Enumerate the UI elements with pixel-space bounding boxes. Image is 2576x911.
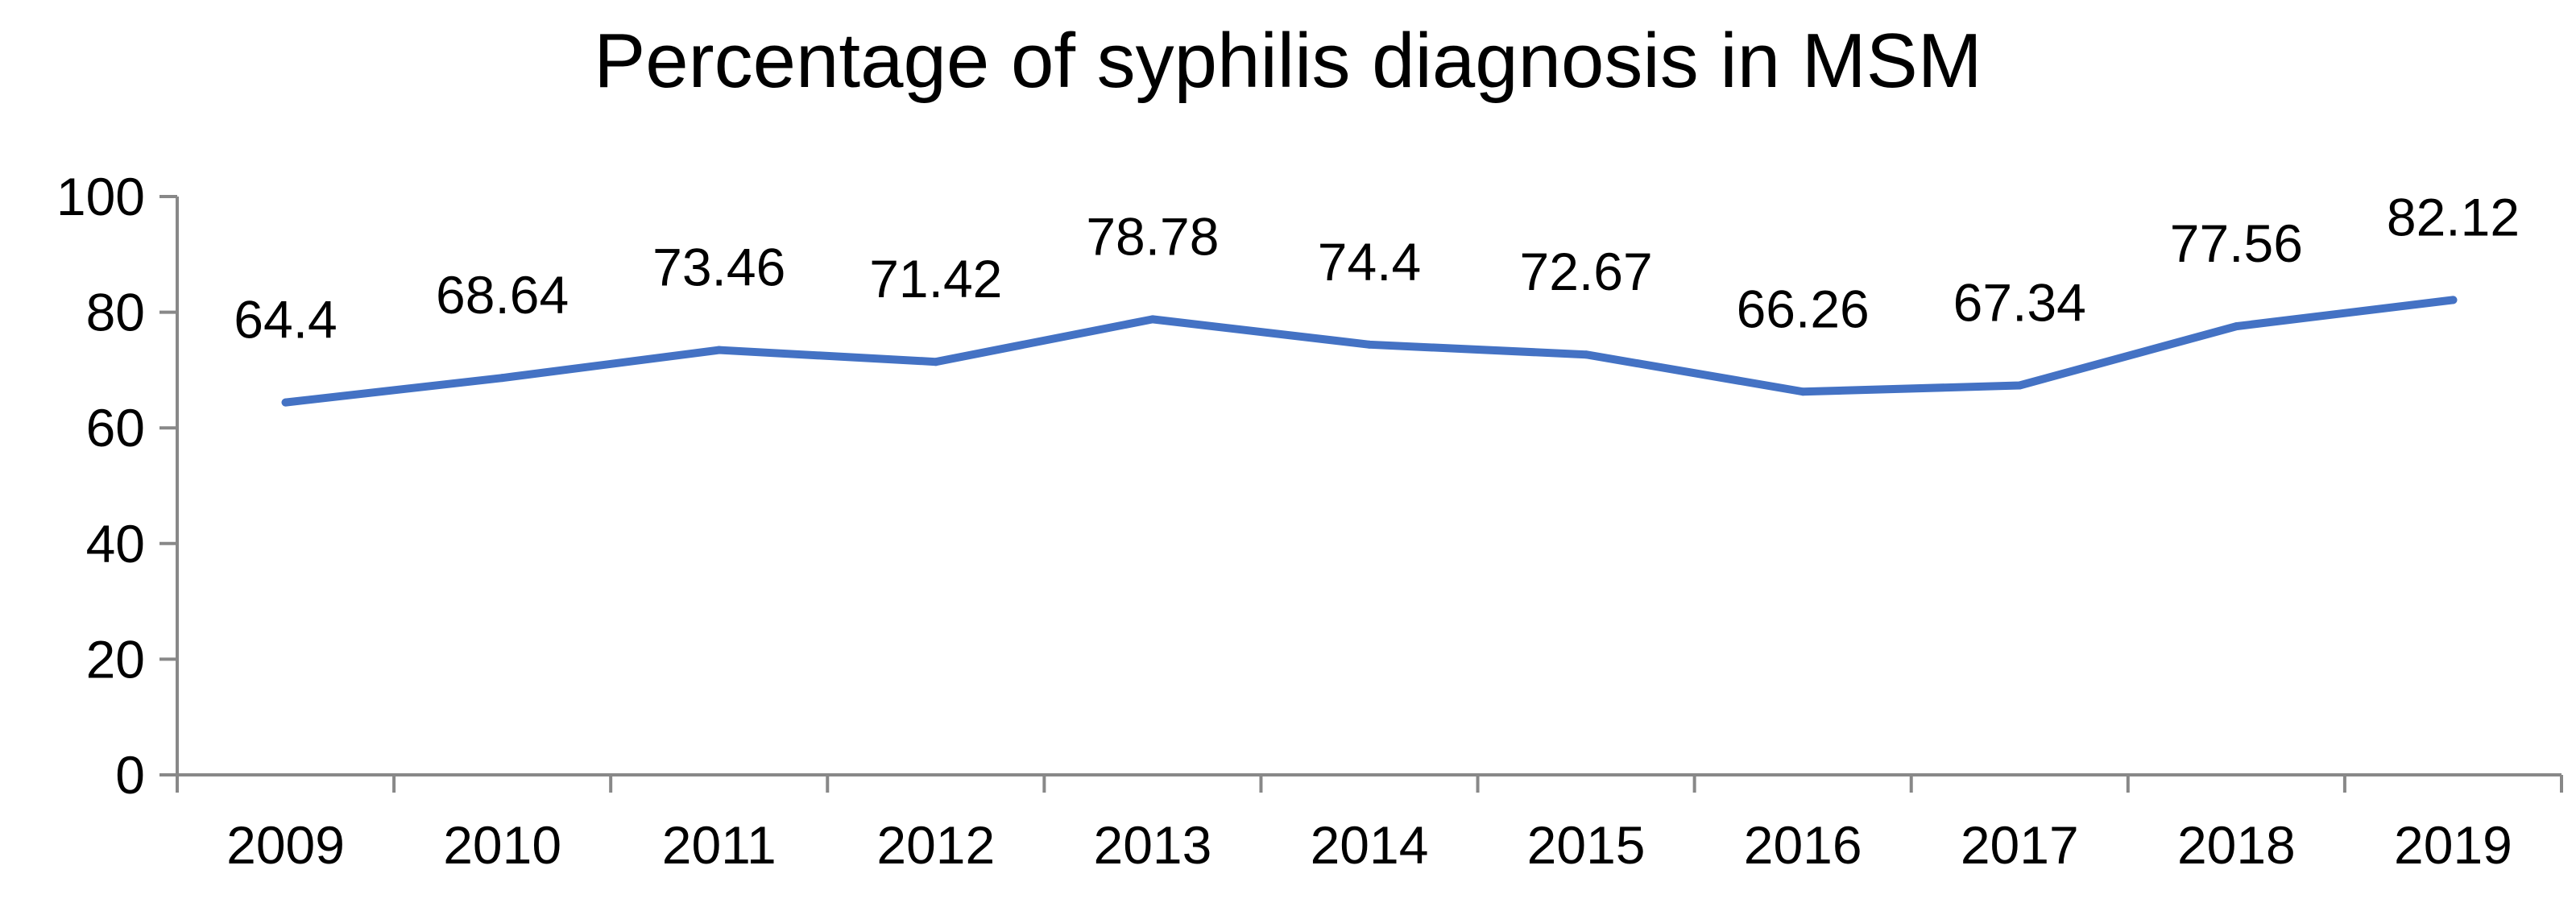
y-tick-label: 100 bbox=[56, 167, 145, 226]
data-point bbox=[714, 346, 723, 354]
y-tick-label: 80 bbox=[86, 283, 145, 342]
x-tick-label: 2019 bbox=[2394, 815, 2512, 875]
data-label: 73.46 bbox=[652, 238, 785, 297]
data-point bbox=[2015, 381, 2024, 390]
y-tick-label: 0 bbox=[115, 745, 145, 805]
y-tick-label: 60 bbox=[86, 398, 145, 458]
data-label: 82.12 bbox=[2387, 187, 2520, 246]
data-point bbox=[2449, 296, 2458, 304]
y-tick-label: 40 bbox=[86, 514, 145, 574]
data-label: 78.78 bbox=[1086, 206, 1219, 266]
data-label: 71.42 bbox=[869, 249, 1002, 308]
y-tick-label: 20 bbox=[86, 629, 145, 689]
x-tick-label: 2011 bbox=[662, 815, 777, 875]
data-label: 77.56 bbox=[2170, 213, 2303, 273]
x-tick-label: 2013 bbox=[1093, 815, 1211, 875]
x-tick-label: 2010 bbox=[443, 815, 561, 875]
chart-title: Percentage of syphilis diagnosis in MSM bbox=[594, 18, 1982, 104]
data-point bbox=[1799, 387, 1808, 396]
data-label: 72.67 bbox=[1520, 242, 1653, 301]
series-line bbox=[281, 296, 2458, 407]
x-tick-label: 2012 bbox=[876, 815, 995, 875]
data-point bbox=[1365, 340, 1373, 349]
x-tick-label: 2015 bbox=[1527, 815, 1646, 875]
x-tick-label: 2016 bbox=[1744, 815, 1862, 875]
data-label: 67.34 bbox=[1953, 272, 2086, 332]
x-tick-label: 2009 bbox=[226, 815, 345, 875]
data-label: 68.64 bbox=[436, 265, 569, 325]
data-label: 74.4 bbox=[1318, 232, 1421, 292]
data-point bbox=[498, 374, 507, 383]
x-tick-label: 2018 bbox=[2177, 815, 2296, 875]
data-label: 66.26 bbox=[1737, 279, 1870, 338]
data-point bbox=[1148, 315, 1157, 324]
x-tick-label: 2017 bbox=[1961, 815, 2079, 875]
data-point bbox=[281, 398, 290, 407]
data-point bbox=[2232, 322, 2241, 331]
data-label: 64.4 bbox=[234, 290, 337, 350]
x-tick-label: 2014 bbox=[1311, 815, 1429, 875]
data-point bbox=[1582, 350, 1591, 359]
data-point bbox=[931, 358, 940, 366]
